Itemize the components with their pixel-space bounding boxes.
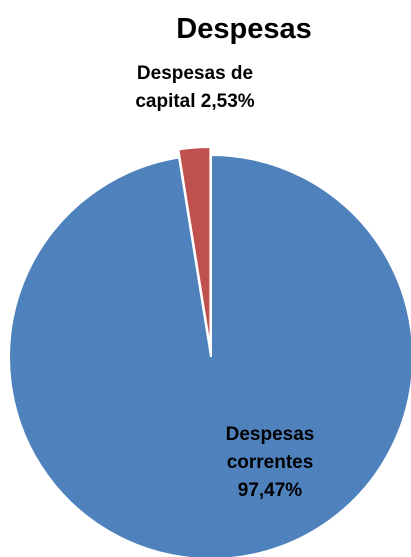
data-label-line: capital 2,53% <box>135 91 254 112</box>
labels-layer: Despesas correntes 97,47% Despesas de capita… <box>135 63 314 501</box>
data-label-line: correntes <box>227 452 314 473</box>
data-label-line: Despesas de <box>137 63 253 84</box>
chart-title: Despesas <box>176 13 311 45</box>
data-label-line: 97,47% <box>238 480 303 501</box>
data-label-despesas-correntes: Despesas correntes 97,47% <box>226 424 315 501</box>
pie-slice-despesas-de-capital <box>177 146 212 350</box>
data-label-despesas-de-capital: Despesas de capital 2,53% <box>135 63 254 112</box>
pie-slice-despesas-correntes <box>8 153 411 557</box>
slices-layer <box>8 146 411 557</box>
data-label-line: Despesas <box>226 424 315 445</box>
